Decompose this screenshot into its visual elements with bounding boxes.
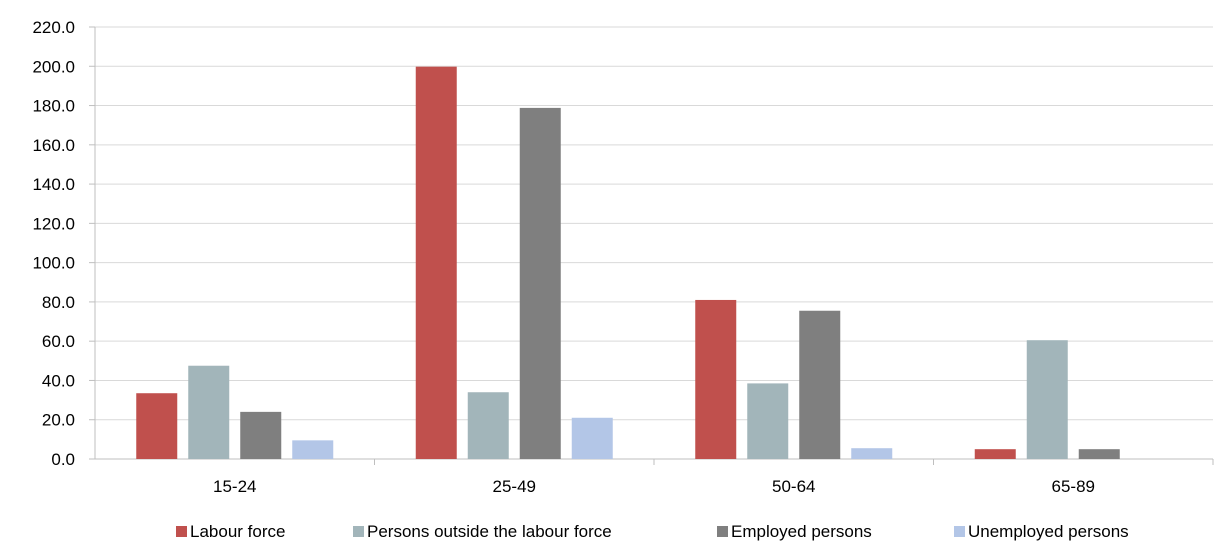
x-tick-label: 15-24 [213, 477, 256, 496]
legend-swatch [717, 526, 728, 537]
bar-unemployed-persons-25-49 [571, 417, 613, 459]
bar-labour-force-50-64 [695, 299, 737, 459]
legend-swatch [176, 526, 187, 537]
bar-persons-outside-the-labour-force-50-64 [747, 383, 789, 459]
bar-persons-outside-the-labour-force-25-49 [467, 392, 509, 459]
bars [136, 66, 1120, 459]
legend-label: Labour force [190, 522, 285, 541]
x-axis: 15-24 25-49 50-64 65-89 [95, 458, 1214, 496]
legend-label: Employed persons [731, 522, 872, 541]
y-tick-label: 60.0 [42, 332, 75, 351]
y-tick-label: 180.0 [32, 97, 75, 116]
legend-swatch [353, 526, 364, 537]
bar-employed-persons-65-89 [1078, 449, 1120, 459]
bar-persons-outside-the-labour-force-15-24 [188, 365, 230, 459]
x-tick-label: 50-64 [772, 477, 815, 496]
legend-swatch [954, 526, 965, 537]
legend-label: Persons outside the labour force [367, 522, 612, 541]
y-tick-label: 160.0 [32, 136, 75, 155]
y-tick-label: 120.0 [32, 214, 75, 233]
bar-employed-persons-25-49 [519, 107, 561, 459]
y-tick-label: 20.0 [42, 411, 75, 430]
gridlines [95, 26, 1213, 421]
y-tick-label: 200.0 [32, 57, 75, 76]
bar-labour-force-15-24 [136, 393, 178, 459]
y-tick-label: 0.0 [51, 450, 75, 469]
bar-employed-persons-15-24 [240, 411, 282, 459]
bar-labour-force-65-89 [974, 449, 1016, 459]
x-tick-label: 25-49 [493, 477, 536, 496]
y-tick-label: 100.0 [32, 254, 75, 273]
x-tick-label: 65-89 [1052, 477, 1095, 496]
legend-label: Unemployed persons [968, 522, 1129, 541]
bar-persons-outside-the-labour-force-65-89 [1026, 340, 1068, 459]
legend: Labour force Persons outside the labour f… [176, 522, 1129, 541]
y-tick-label: 40.0 [42, 371, 75, 390]
y-tick-label: 220.0 [32, 18, 75, 37]
bar-labour-force-25-49 [415, 66, 457, 459]
bar-unemployed-persons-15-24 [292, 440, 334, 459]
y-tick-label: 80.0 [42, 293, 75, 312]
bar-unemployed-persons-50-64 [851, 448, 893, 459]
y-axis: 0.0 20.0 40.0 60.0 80.0 100.0 120.0 140.0 160.0 1… [32, 18, 96, 469]
y-tick-label: 140.0 [32, 175, 75, 194]
bar-employed-persons-50-64 [799, 310, 841, 459]
